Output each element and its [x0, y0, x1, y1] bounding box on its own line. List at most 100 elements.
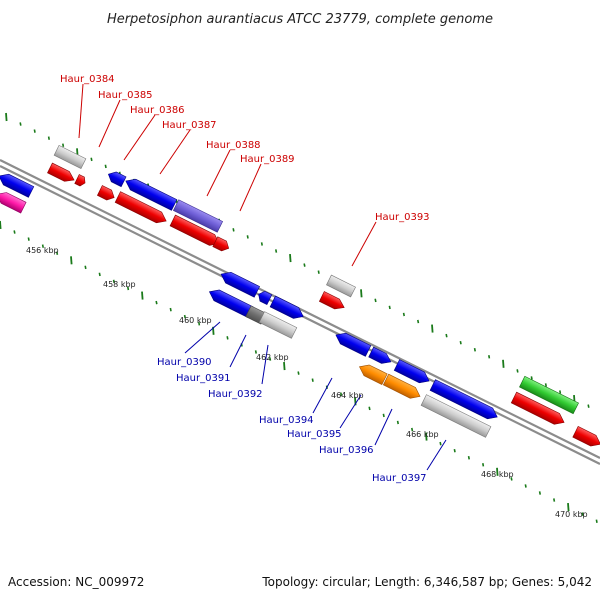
tick-mark: [581, 512, 584, 516]
kbp-label-458: 458 kbp: [103, 280, 136, 289]
gene-label-haur-0385[interactable]: Haur_0385: [98, 90, 153, 101]
gene-haur-0387[interactable]: [114, 191, 169, 227]
gene-feature-blue-small[interactable]: [256, 289, 273, 305]
tick-mark: [488, 355, 491, 359]
gene-feature-blue-0395b[interactable]: [393, 359, 432, 387]
tick-mark: [13, 230, 16, 234]
tick-mark: [496, 467, 499, 476]
gene-label-haur-0393[interactable]: Haur_0393: [375, 212, 430, 223]
gene-label-haur-0384[interactable]: Haur_0384: [60, 74, 115, 85]
tick-mark: [587, 404, 590, 408]
gene-feature-red-edge[interactable]: [572, 425, 600, 449]
tick-mark: [516, 369, 519, 373]
tick-mark: [431, 324, 434, 333]
gene-feature-pink[interactable]: [0, 189, 27, 214]
tick-mark: [198, 321, 201, 326]
tick-mark: [502, 359, 505, 368]
kbp-label-468: 468 kbp: [481, 470, 514, 479]
tick-mark: [260, 242, 263, 246]
gene-haur-0396[interactable]: [382, 373, 422, 402]
gene-feature-red-0393[interactable]: [318, 291, 346, 313]
kbp-label-470: 470 kbp: [555, 510, 588, 519]
kbp-label-462: 462 kbp: [256, 353, 289, 362]
tick-mark: [155, 300, 158, 305]
gene-haur-0397[interactable]: [420, 394, 492, 438]
gene-feature-red[interactable]: [47, 162, 76, 185]
tick-mark: [382, 413, 385, 418]
tick-mark: [360, 289, 363, 298]
tick-mark: [340, 392, 343, 397]
gene-feature-red-tail[interactable]: [212, 236, 231, 254]
tick-mark: [70, 256, 73, 265]
gene-feature-blue-0394b[interactable]: [368, 346, 394, 367]
map-title: Herpetosiphon aurantiacus ATCC 23779, co…: [107, 12, 493, 27]
tick-mark: [254, 350, 257, 354]
gene-feature-red-small[interactable]: [74, 174, 88, 188]
tick-mark: [311, 378, 314, 382]
tick-mark: [226, 336, 229, 340]
tick-mark: [269, 357, 272, 361]
tick-mark: [56, 251, 59, 255]
reverse-gene-labels: Haur_0390 Haur_0391 Haur_0392 Haur_0394 …: [157, 357, 427, 484]
gene-haur-0393[interactable]: [326, 274, 356, 298]
accession-text: Accession: NC_009972: [8, 575, 144, 589]
gene-label-haur-0395[interactable]: Haur_0395: [287, 429, 342, 440]
tick-mark: [425, 432, 428, 441]
gene-haur-0386[interactable]: [123, 176, 178, 211]
tick-mark: [467, 455, 470, 460]
gene-feature-blue-0390a[interactable]: [218, 269, 260, 298]
gene-label-haur-0394[interactable]: Haur_0394: [259, 415, 314, 426]
tick-mark: [112, 279, 115, 284]
tick-mark: [104, 164, 107, 169]
tick-mark: [141, 291, 144, 300]
gene-haur-0388[interactable]: [172, 199, 224, 233]
gene-label-haur-0389[interactable]: Haur_0389: [240, 154, 295, 165]
gene-haur-0392[interactable]: [258, 311, 298, 339]
kbp-label-460: 460 kbp: [179, 316, 212, 325]
tick-mark: [317, 270, 320, 274]
tick-mark: [0, 220, 2, 230]
gene-haur-0395[interactable]: [357, 361, 388, 386]
tick-mark: [246, 235, 249, 239]
gene-haur-0394[interactable]: [333, 330, 372, 357]
gene-feature-blue-0397b[interactable]: [429, 379, 500, 423]
gene-feature-red-0385[interactable]: [96, 185, 116, 203]
tick-mark: [530, 376, 533, 380]
gene-feature-blue-0390b[interactable]: [269, 295, 306, 322]
tick-mark: [553, 498, 556, 502]
tick-mark: [183, 314, 186, 319]
gene-label-haur-0390[interactable]: Haur_0390: [157, 357, 212, 368]
tick-mark: [27, 237, 30, 241]
gene-label-haur-0388[interactable]: Haur_0388: [206, 140, 261, 151]
gene-feature-green[interactable]: [519, 375, 579, 415]
gene-feature-red-0398[interactable]: [510, 391, 566, 428]
gene-label-haur-0386[interactable]: Haur_0386: [130, 105, 185, 116]
lower-tick-track: [0, 220, 598, 523]
gene-haur-0385[interactable]: [106, 169, 127, 188]
gene-feature-blue-left[interactable]: [0, 171, 35, 198]
tick-mark: [232, 228, 235, 232]
tick-mark: [368, 406, 371, 411]
gene-label-haur-0391[interactable]: Haur_0391: [176, 373, 231, 384]
tick-mark: [283, 361, 286, 371]
gene-haur-0390[interactable]: [207, 286, 254, 319]
tick-mark: [524, 484, 527, 488]
tick-mark: [297, 371, 300, 375]
tick-mark: [84, 265, 87, 270]
gene-label-haur-0396[interactable]: Haur_0396: [319, 445, 374, 456]
tick-mark: [303, 263, 306, 267]
tick-mark: [396, 420, 399, 425]
leader-lines: [78, 83, 447, 471]
gene-label-haur-0392[interactable]: Haur_0392: [208, 389, 263, 400]
gene-label-haur-0387[interactable]: Haur_0387: [162, 120, 217, 131]
tick-mark: [402, 312, 405, 317]
gene-label-haur-0397[interactable]: Haur_0397: [372, 473, 427, 484]
tick-mark: [41, 244, 44, 248]
gene-haur-0384[interactable]: [53, 144, 87, 170]
tick-mark: [388, 305, 391, 310]
tick-mark: [473, 347, 476, 352]
tick-mark: [459, 340, 462, 345]
tick-mark: [62, 143, 65, 147]
kbp-label-466: 466 kbp: [406, 430, 439, 439]
